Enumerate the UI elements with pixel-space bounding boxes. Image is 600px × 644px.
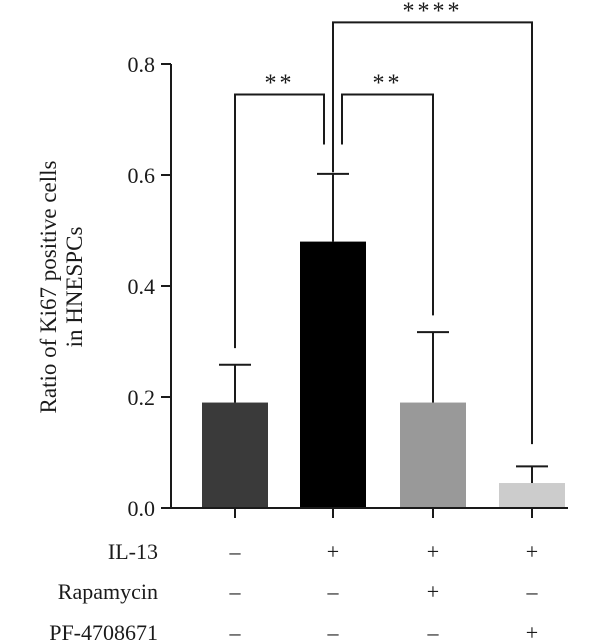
x-axis — [171, 507, 568, 518]
bar-1 — [202, 402, 268, 508]
y-axis: 0.0 0.2 0.4 0.6 0.8 — [128, 52, 172, 521]
treatment-mark-r3-c1: – — [229, 620, 242, 644]
treatment-mark-r3-c3: – — [427, 620, 440, 644]
significance-label-2: ** — [373, 71, 403, 97]
bar-4 — [499, 483, 565, 508]
significance-label-3: **** — [403, 0, 463, 24]
treatment-mark-r2-c1: – — [229, 579, 242, 604]
y-tick-label-0: 0.0 — [128, 496, 156, 521]
treatment-mark-r1-c3: + — [427, 539, 439, 564]
y-tick-label-2: 0.4 — [128, 274, 156, 299]
significance-brackets: ** ****** — [234, 0, 533, 445]
treatment-mark-r2-c3: + — [427, 579, 439, 604]
bars — [202, 241, 565, 508]
treatment-mark-r2-c4: – — [526, 579, 539, 604]
y-tick-label-1: 0.2 — [128, 385, 156, 410]
treatment-mark-r1-c4: + — [526, 539, 538, 564]
y-axis-label: Ratio of Ki67 positive cells in HNESPCs — [36, 160, 87, 413]
significance-bracket-3 — [332, 21, 533, 445]
treatment-table: IL-13 – + + + Rapamycin – – + – PF-4708671 – – – + — [49, 539, 538, 644]
bar-3 — [400, 402, 466, 508]
treatment-mark-r1-c1: – — [229, 539, 242, 564]
treatment-label-3: PF-4708671 — [49, 620, 158, 644]
treatment-mark-r3-c4: + — [526, 620, 538, 644]
treatment-mark-r2-c2: – — [327, 579, 340, 604]
significance-bracket-1 — [234, 93, 325, 349]
error-bars — [219, 172, 548, 484]
treatment-mark-r1-c2: + — [327, 539, 339, 564]
treatment-label-1: IL-13 — [108, 539, 158, 564]
significance-label-1: ** — [265, 71, 295, 97]
significance-bracket-2 — [341, 93, 434, 316]
treatment-mark-r3-c2: – — [327, 620, 340, 644]
y-tick-label-4: 0.8 — [128, 52, 156, 77]
y-tick-label-3: 0.6 — [128, 163, 156, 188]
y-axis-label-line-2: in HNESPCs — [62, 227, 87, 348]
treatment-label-2: Rapamycin — [58, 579, 158, 604]
y-axis-label-line-1: Ratio of Ki67 positive cells — [36, 160, 61, 413]
bar-2 — [300, 241, 366, 508]
